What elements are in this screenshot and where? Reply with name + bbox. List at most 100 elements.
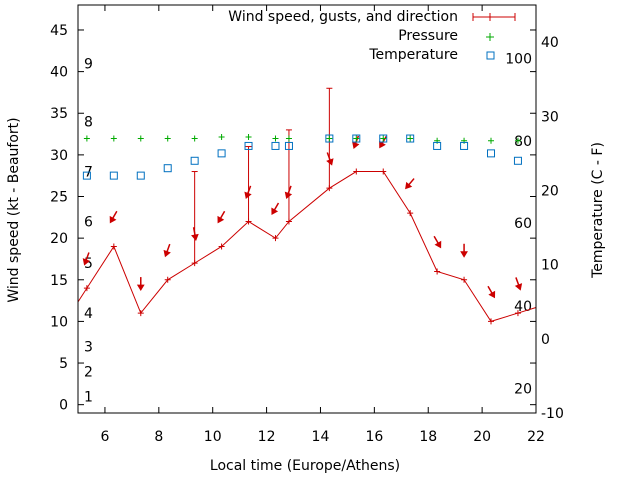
wind-point (137, 310, 144, 317)
temperature-point (433, 141, 442, 150)
beaufort-label: 5 (84, 256, 93, 272)
fahrenheit-label: 80 (514, 134, 532, 150)
arrow-head (434, 240, 442, 249)
wind-point (191, 260, 198, 267)
pressure-point (326, 135, 333, 142)
wind-point (218, 243, 225, 250)
wind-point (83, 285, 90, 292)
y-tick-label: 0 (59, 398, 68, 414)
y-tick-label: 30 (50, 148, 68, 164)
temperature-point (460, 141, 469, 150)
temperature-point (379, 134, 388, 143)
arrow-head (405, 181, 413, 190)
pressure-point (191, 135, 198, 142)
wind-direction-arrow (271, 202, 280, 216)
temperature-point (352, 134, 361, 143)
wind-direction-arrow (82, 252, 91, 266)
y-tick-label: 5 (59, 356, 68, 372)
fahrenheit-label: 20 (514, 382, 532, 398)
wind-direction-arrow (487, 285, 496, 299)
arrow-head (244, 191, 252, 199)
y2-tick-label: 0 (541, 332, 550, 348)
pressure-point (380, 135, 387, 142)
pressure-point (353, 135, 360, 142)
wind-point (285, 218, 292, 225)
y-tick-label: 25 (50, 190, 68, 206)
wind-point (245, 218, 252, 225)
wind-point (353, 168, 360, 175)
fahrenheit-label: 100 (505, 51, 532, 67)
wind-point (380, 168, 387, 175)
fahrenheit-label: 40 (514, 299, 532, 315)
temperature-point (513, 156, 522, 165)
beaufort-label: 2 (84, 364, 93, 380)
beaufort-label: 3 (84, 339, 93, 355)
x-axis-label: Local time (Europe/Athens) (210, 458, 400, 474)
beaufort-label: 1 (84, 389, 93, 405)
y-tick-label: 40 (50, 65, 68, 81)
pressure-point (488, 137, 495, 144)
x-tick-label: 6 (100, 429, 109, 445)
y-tick-label: 35 (50, 106, 68, 122)
arrow-head (191, 233, 199, 241)
wind-direction-arrow (217, 210, 226, 224)
arrow-head (326, 158, 334, 166)
y2-tick-label: 20 (541, 183, 559, 199)
temperature-point (284, 141, 293, 150)
wind-point (326, 185, 333, 192)
arrow-head (379, 140, 386, 149)
y-tick-label: 15 (50, 273, 68, 289)
fahrenheit-label: 60 (514, 216, 532, 232)
y2-tick-label: 30 (541, 109, 559, 125)
y-tick-label: 10 (50, 314, 68, 330)
wind-direction-arrow (163, 243, 171, 258)
temperature-point (487, 149, 496, 158)
arrow-head (136, 284, 145, 292)
temperature-point (271, 141, 280, 150)
temperature-point (406, 134, 415, 143)
x-tick-label: 18 (419, 429, 437, 445)
x-tick-label: 14 (312, 429, 330, 445)
wind-point (110, 243, 117, 250)
legend: Wind speed, gusts, and direction Pressur… (228, 9, 516, 63)
arrow-head (271, 207, 279, 216)
y2-tick-label: -10 (541, 406, 564, 422)
y-axis-label: Wind speed (kt - Beaufort) (6, 117, 22, 302)
pressure-point (164, 135, 171, 142)
x-tick-label: 16 (365, 429, 383, 445)
pressure-point (83, 135, 90, 142)
pressure-point (272, 135, 279, 142)
arrow-head (352, 141, 360, 150)
temperature-point (163, 164, 172, 173)
wind-point (407, 210, 414, 217)
wind-direction-arrow (136, 277, 145, 292)
beaufort-label: 9 (84, 56, 93, 72)
pressure-point (110, 135, 117, 142)
y-tick-label: 45 (50, 23, 68, 39)
arrow-head (460, 251, 468, 258)
beaufort-label: 6 (84, 214, 93, 230)
wind-direction-arrow (433, 235, 442, 249)
wind-direction-arrow (191, 227, 199, 241)
pressure-point (285, 135, 292, 142)
temperature-point (244, 141, 253, 150)
plot-frame (77, 4, 537, 414)
pressure-point (218, 134, 225, 141)
series-layer (77, 87, 537, 325)
wind-point (164, 276, 171, 283)
wind-direction-arrow (244, 185, 252, 199)
pressure-point (407, 135, 414, 142)
temperature-point (325, 134, 334, 143)
arrow-head (488, 290, 496, 299)
pressure-point (514, 137, 521, 144)
legend-swatch-pressure (486, 33, 494, 41)
y2-axis-label: Temperature (C - F) (590, 142, 606, 279)
legend-swatch-temperature (486, 51, 495, 60)
legend-label-temperature: Temperature (368, 47, 458, 63)
wind-point (434, 268, 441, 275)
wind-direction-arrow (514, 277, 523, 291)
temperature-point (109, 171, 118, 180)
pressure-point (245, 134, 252, 141)
x-tick-label: 12 (258, 429, 276, 445)
